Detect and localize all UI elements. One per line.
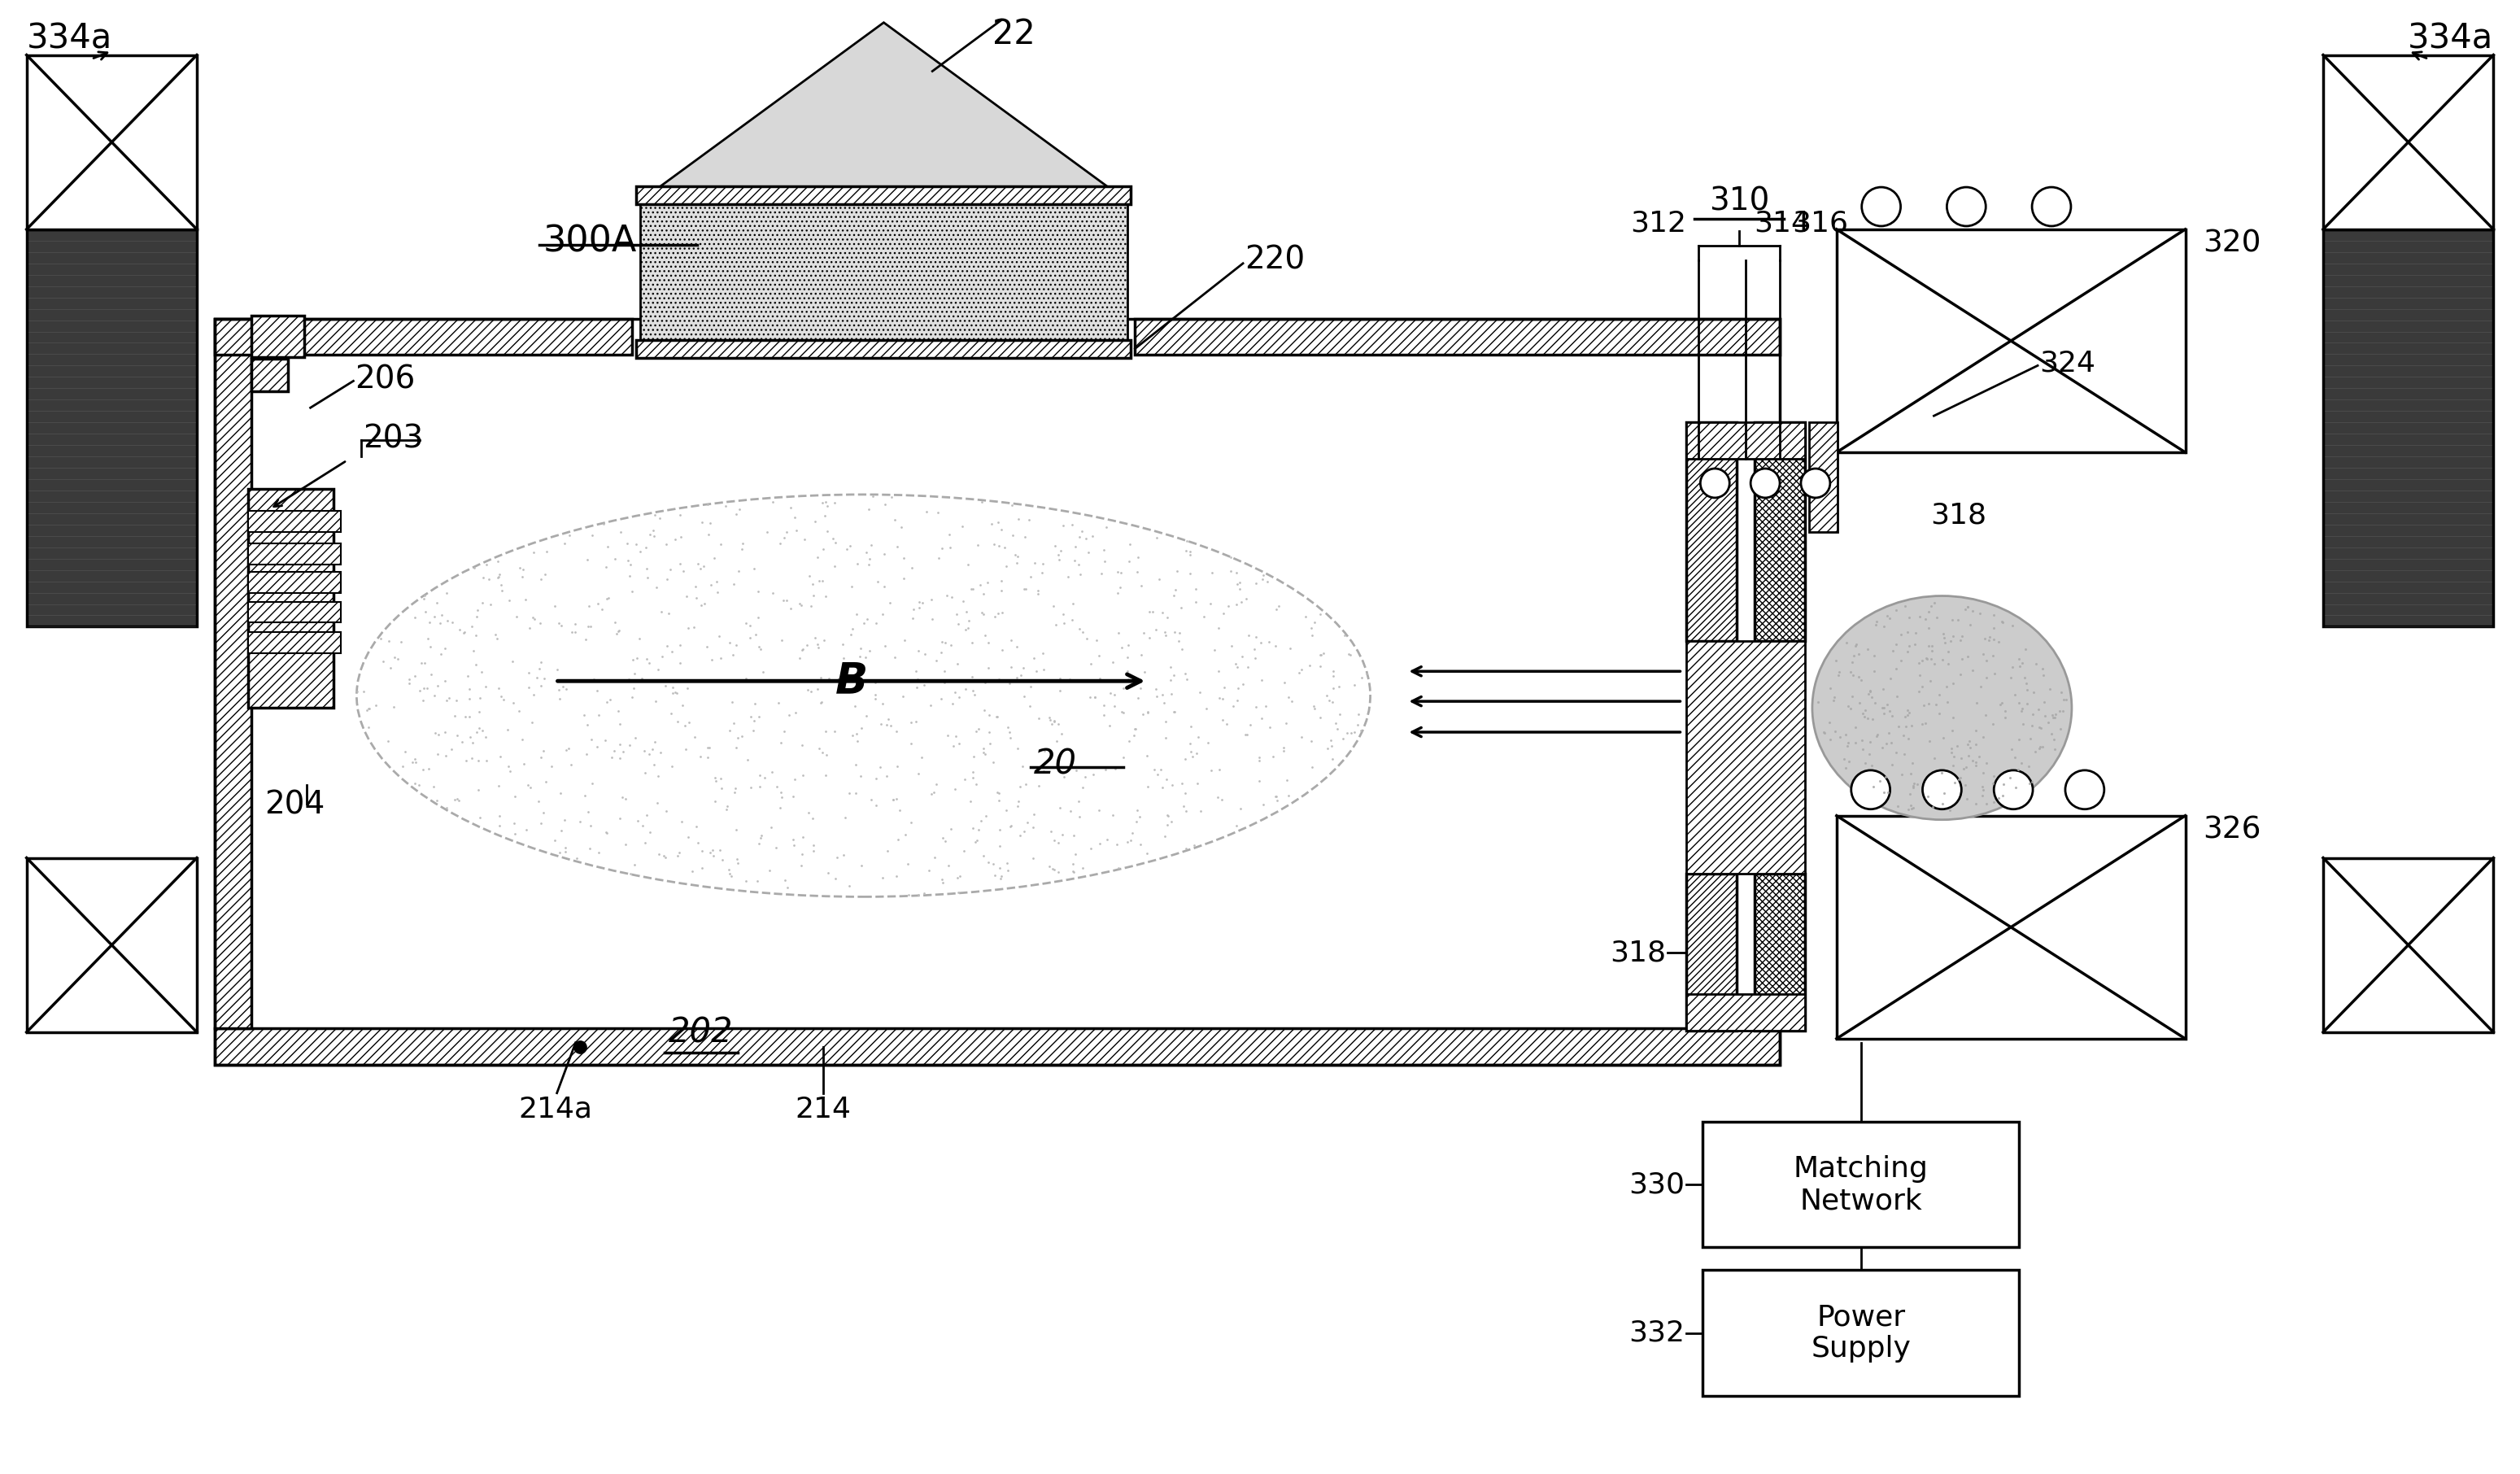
Bar (214, 318, 252, 1029)
Text: 318: 318 (1930, 501, 1986, 529)
Text: 330: 330 (1628, 1170, 1686, 1198)
Text: 204: 204 (265, 790, 325, 821)
Bar (1837, 815, 2185, 1039)
Bar (1686, 993, 1804, 1030)
Circle shape (1948, 187, 1986, 226)
Bar (214, 1029, 1779, 1064)
Bar (214, 318, 1779, 1064)
Bar (2323, 858, 2492, 1032)
Circle shape (1751, 469, 1779, 498)
Text: 220: 220 (1245, 245, 1305, 276)
Bar (1809, 423, 1837, 532)
Circle shape (2066, 771, 2104, 809)
Circle shape (1802, 469, 1830, 498)
Circle shape (1852, 771, 1890, 809)
Text: 300A: 300A (544, 224, 638, 259)
Text: 326: 326 (2202, 815, 2260, 845)
Text: 312: 312 (1630, 209, 1686, 237)
Text: 20: 20 (1033, 747, 1076, 781)
Circle shape (2031, 187, 2071, 226)
Text: Power
Supply: Power Supply (1812, 1303, 1910, 1363)
Circle shape (1862, 187, 1900, 226)
Bar (28, 858, 197, 1032)
Text: 22: 22 (993, 16, 1036, 52)
Text: 202: 202 (668, 1016, 733, 1049)
Bar (247, 489, 333, 708)
Bar (2323, 55, 2492, 230)
Circle shape (1701, 469, 1729, 498)
Bar (1686, 423, 1736, 641)
Bar (247, 601, 340, 622)
Text: 320: 320 (2202, 230, 2260, 258)
Bar (247, 572, 340, 593)
Bar (1686, 423, 1804, 458)
Bar (1754, 423, 1804, 641)
Polygon shape (640, 22, 1126, 200)
Text: Matching
Network: Matching Network (1794, 1154, 1928, 1215)
Bar (28, 55, 197, 230)
Bar (247, 510, 340, 532)
Text: 206: 206 (355, 364, 416, 395)
Text: 334a: 334a (2407, 22, 2492, 56)
Bar (252, 360, 287, 392)
Bar (1134, 318, 1779, 355)
Text: 334a: 334a (28, 22, 113, 56)
Bar (638, 186, 1131, 205)
Text: 314: 314 (1754, 209, 1809, 237)
Text: 203: 203 (363, 423, 423, 454)
Bar (28, 230, 197, 626)
Bar (1704, 1122, 2019, 1247)
Bar (1754, 874, 1804, 1030)
Bar (247, 632, 340, 653)
Text: 324: 324 (2039, 349, 2097, 377)
Bar (1704, 1269, 2019, 1396)
Text: 310: 310 (1709, 186, 1769, 217)
Bar (252, 315, 305, 358)
Ellipse shape (1812, 595, 2071, 820)
Bar (247, 544, 340, 565)
Bar (640, 200, 1126, 355)
Bar (214, 318, 633, 355)
Text: 214a: 214a (519, 1095, 592, 1123)
Bar (1686, 874, 1736, 1030)
Circle shape (1923, 771, 1961, 809)
Text: 332: 332 (1628, 1319, 1686, 1347)
Bar (638, 340, 1131, 358)
Text: 316: 316 (1792, 209, 1847, 237)
Text: 214: 214 (794, 1095, 852, 1123)
Text: B: B (834, 660, 867, 702)
Bar (1686, 641, 1804, 874)
Bar (1837, 230, 2185, 453)
Text: 318: 318 (1610, 939, 1666, 967)
Circle shape (1993, 771, 2034, 809)
Bar (2323, 230, 2492, 626)
